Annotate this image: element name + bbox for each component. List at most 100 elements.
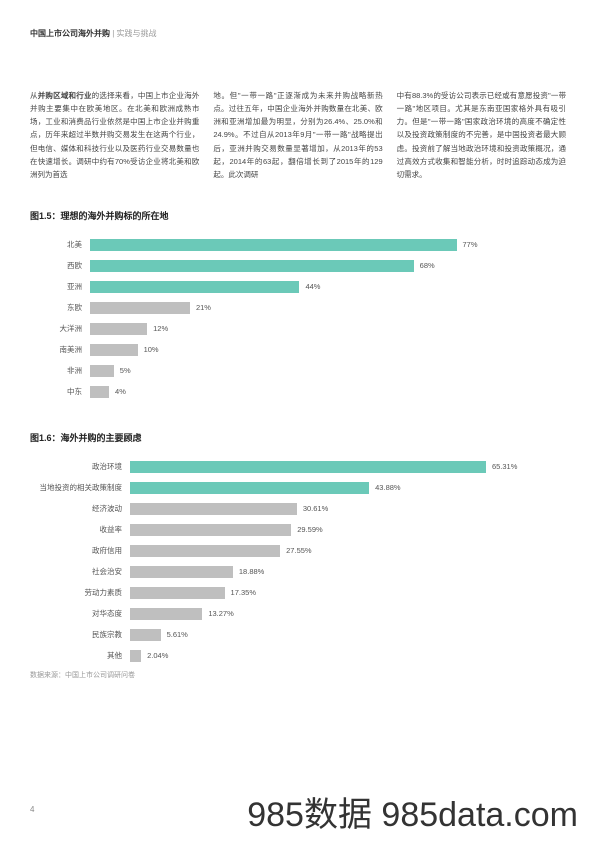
- bar-row: 收益率 29.59%: [30, 523, 566, 537]
- bar-label: 当地投资的相关政策制度: [30, 482, 130, 493]
- bar-fill: [130, 461, 486, 473]
- watermark: 985数据 985data.com: [247, 787, 578, 836]
- bar-track: 44%: [90, 281, 566, 293]
- chart-1-title: 图1.5：理想的海外并购标的所在地: [30, 209, 566, 222]
- bar-label: 政府信用: [30, 545, 130, 556]
- bar-fill: [90, 344, 138, 356]
- header-title-light: | 实践与挑战: [110, 29, 157, 38]
- bar-label: 西欧: [30, 260, 90, 271]
- bar-row: 大洋洲12%: [30, 322, 566, 336]
- bar-track: 18.88%: [130, 566, 566, 578]
- bar-fill: [90, 260, 414, 272]
- bar-row: 对华态度 13.27%: [30, 607, 566, 621]
- header-title-bold: 中国上市公司海外并购: [30, 29, 110, 38]
- bar-fill: [130, 482, 369, 494]
- bar-fill: [130, 545, 280, 557]
- bar-label: 东欧: [30, 302, 90, 313]
- bar-row: 非洲 5%: [30, 364, 566, 378]
- bar-fill: [130, 566, 233, 578]
- bar-value: 43.88%: [375, 483, 400, 492]
- data-source: 数据来源：中国上市公司调研问卷: [30, 670, 566, 680]
- bar-row: 民族宗教5.61%: [30, 628, 566, 642]
- body-col-2: 地。但"一带一路"正逐渐成为未来并购战略新热点。过往五年，中国企业海外并购数量在…: [213, 89, 382, 181]
- chart-1: 图1.5：理想的海外并购标的所在地 北美 77% 西欧 68% 亚洲 44% 东欧 21% 大洋…: [30, 209, 566, 399]
- bar-value: 44%: [305, 282, 320, 291]
- bar-label: 社会治安: [30, 566, 130, 577]
- bar-value: 2.04%: [147, 651, 168, 660]
- bar-label: 南美洲: [30, 344, 90, 355]
- bar-row: 经济波动 30.61%: [30, 502, 566, 516]
- bar-track: 17.35%: [130, 587, 566, 599]
- bar-fill: [130, 587, 225, 599]
- bar-fill: [130, 650, 141, 662]
- bar-row: 其他 2.04%: [30, 649, 566, 663]
- bar-value: 68%: [420, 261, 435, 270]
- bar-fill: [90, 281, 299, 293]
- bar-value: 17.35%: [231, 588, 256, 597]
- bar-label: 亚洲: [30, 281, 90, 292]
- bar-track: 4%: [90, 386, 566, 398]
- bar-row: 政治环境 65.31%: [30, 460, 566, 474]
- bar-value: 30.61%: [303, 504, 328, 513]
- bar-track: 65.31%: [130, 461, 566, 473]
- bar-row: 中东 4%: [30, 385, 566, 399]
- bar-value: 29.59%: [297, 525, 322, 534]
- bar-track: 5%: [90, 365, 566, 377]
- bar-label: 其他: [30, 650, 130, 661]
- bar-track: 13.27%: [130, 608, 566, 620]
- bar-value: 77%: [463, 240, 478, 249]
- body-col-1: 从并购区域和行业的选择来看，中国上市企业海外并购主要集中在欧美地区。在北美和欧洲…: [30, 89, 199, 181]
- bar-value: 21%: [196, 303, 211, 312]
- bar-value: 4%: [115, 387, 126, 396]
- bar-track: 21%: [90, 302, 566, 314]
- bar-value: 10%: [144, 345, 159, 354]
- bar-value: 13.27%: [208, 609, 233, 618]
- chart-2-title: 图1.6：海外并购的主要顾虑: [30, 431, 566, 444]
- bold-term: 并购区域和行业: [38, 91, 92, 100]
- chart-2-bars: 政治环境 65.31% 当地投资的相关政策制度 43.88% 经济波动 30.61% 收益率…: [30, 460, 566, 663]
- chart-1-bars: 北美 77% 西欧 68% 亚洲 44% 东欧 21% 大洋洲12% 南美洲 10% 非洲 5% 中东 4%: [30, 238, 566, 399]
- bar-label: 收益率: [30, 524, 130, 535]
- bar-fill: [90, 365, 114, 377]
- bar-track: 27.55%: [130, 545, 566, 557]
- bar-fill: [90, 386, 109, 398]
- bar-track: 29.59%: [130, 524, 566, 536]
- bar-label: 中东: [30, 386, 90, 397]
- bar-fill: [90, 323, 147, 335]
- chart-2: 图1.6：海外并购的主要顾虑 政治环境 65.31% 当地投资的相关政策制度 43.8…: [30, 431, 566, 680]
- bar-value: 27.55%: [286, 546, 311, 555]
- bar-label: 劳动力素质: [30, 587, 130, 598]
- bar-fill: [130, 503, 297, 515]
- bar-fill: [90, 302, 190, 314]
- bar-label: 北美: [30, 239, 90, 250]
- bar-fill: [90, 239, 457, 251]
- doc-header: 中国上市公司海外并购 | 实践与挑战: [30, 28, 566, 39]
- bar-value: 12%: [153, 324, 168, 333]
- bar-label: 对华态度: [30, 608, 130, 619]
- bar-value: 5%: [120, 366, 131, 375]
- bar-row: 社会治安 18.88%: [30, 565, 566, 579]
- bar-track: 2.04%: [130, 650, 566, 662]
- bar-value: 65.31%: [492, 462, 517, 471]
- bar-track: 68%: [90, 260, 566, 272]
- bar-value: 18.88%: [239, 567, 264, 576]
- bar-row: 北美 77%: [30, 238, 566, 252]
- bar-row: 西欧 68%: [30, 259, 566, 273]
- bar-label: 经济波动: [30, 503, 130, 514]
- bar-row: 当地投资的相关政策制度 43.88%: [30, 481, 566, 495]
- bar-label: 民族宗教: [30, 629, 130, 640]
- page-number: 4: [30, 805, 34, 814]
- bar-row: 南美洲 10%: [30, 343, 566, 357]
- bar-row: 政府信用 27.55%: [30, 544, 566, 558]
- bar-track: 43.88%: [130, 482, 566, 494]
- bar-fill: [130, 608, 202, 620]
- bar-row: 亚洲 44%: [30, 280, 566, 294]
- bar-label: 政治环境: [30, 461, 130, 472]
- bar-label: 非洲: [30, 365, 90, 376]
- bar-track: 77%: [90, 239, 566, 251]
- body-col-3: 中有88.3%的受访公司表示已经或有意愿投资"一带一路"地区项目。尤其是东南亚国…: [397, 89, 566, 181]
- bar-row: 劳动力素质 17.35%: [30, 586, 566, 600]
- body-columns: 从并购区域和行业的选择来看，中国上市企业海外并购主要集中在欧美地区。在北美和欧洲…: [30, 89, 566, 181]
- bar-fill: [130, 524, 291, 536]
- bar-fill: [130, 629, 161, 641]
